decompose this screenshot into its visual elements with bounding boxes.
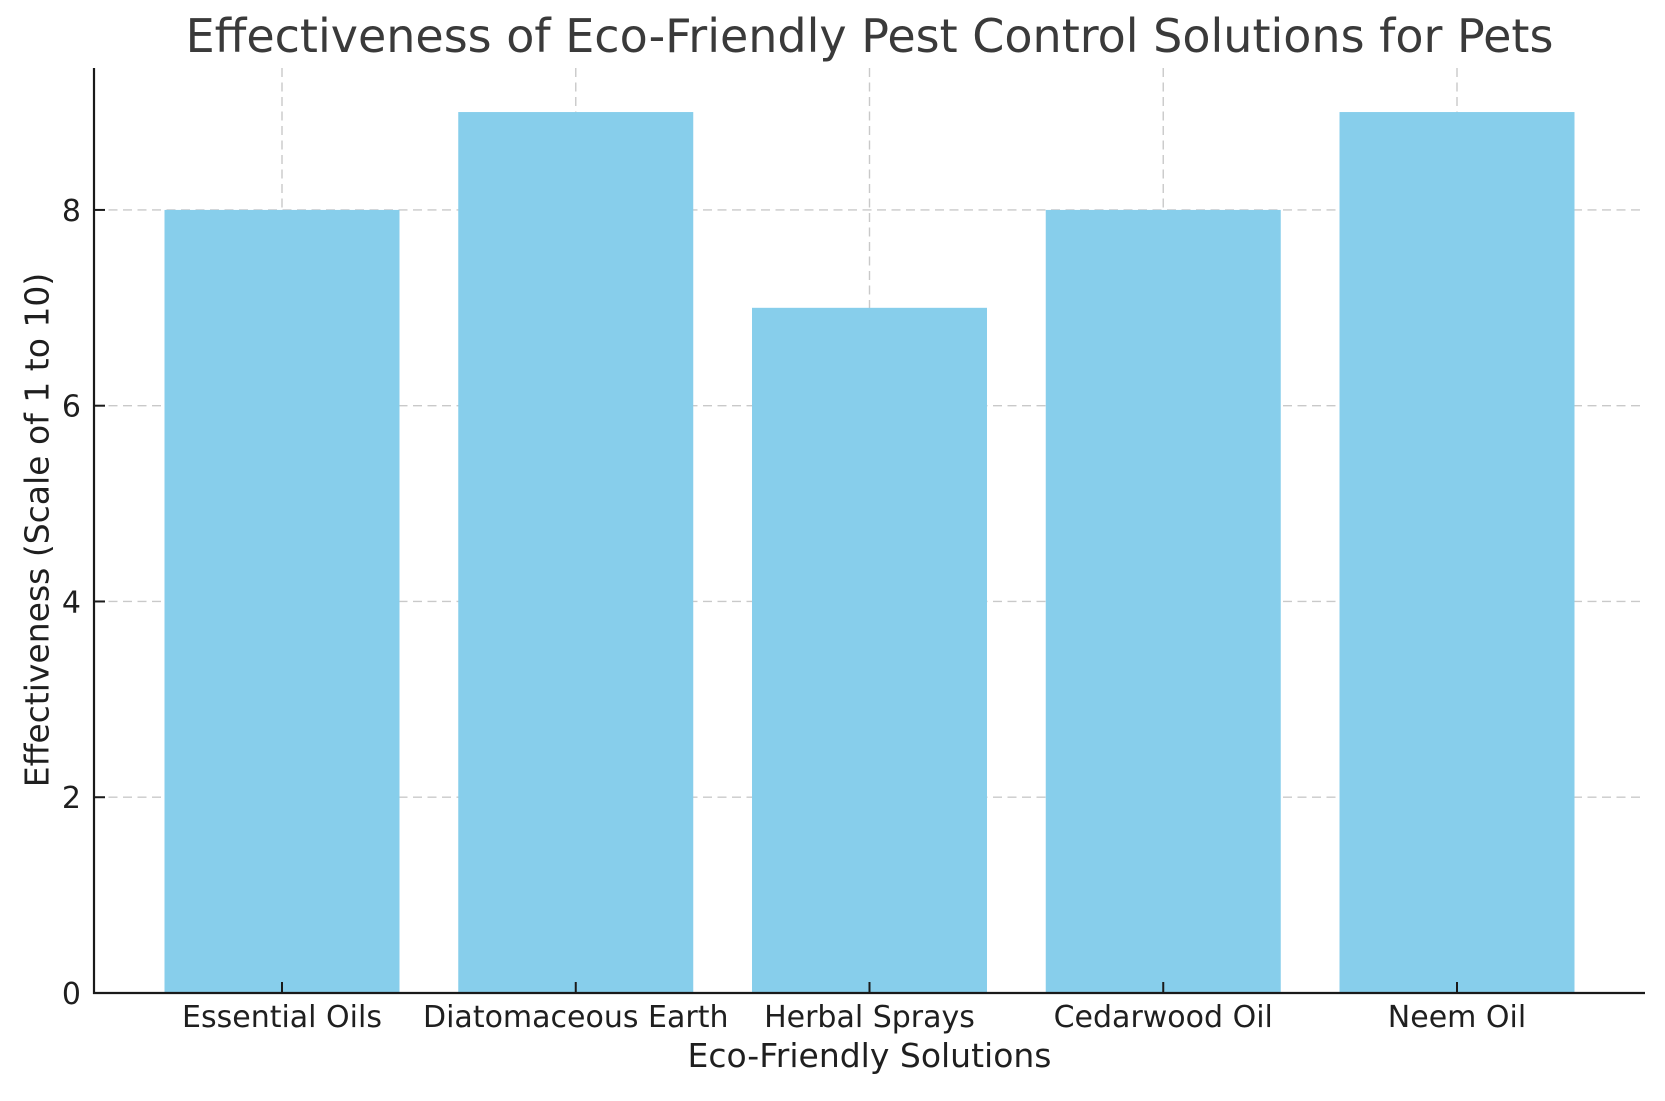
y-tick-label: 4	[62, 585, 81, 620]
x-tick-label: Herbal Sprays	[764, 1000, 975, 1035]
x-tick-label: Cedarwood Oil	[1054, 1000, 1273, 1035]
y-tick-label: 8	[62, 194, 81, 229]
bar	[164, 209, 400, 993]
x-tick-label: Neem Oil	[1388, 1000, 1526, 1035]
bar	[1339, 112, 1575, 994]
chart-title: Effectiveness of Eco-Friendly Pest Contr…	[185, 9, 1554, 63]
x-axis-label: Eco-Friendly Solutions	[687, 1036, 1052, 1075]
bar	[752, 307, 987, 993]
bar	[1045, 209, 1281, 993]
y-tick-label: 0	[62, 977, 81, 1012]
x-tick-label: Diatomaceous Earth	[423, 1000, 728, 1035]
x-tick-label: Essential Oils	[182, 1000, 382, 1035]
bar	[458, 112, 694, 994]
y-tick-label: 2	[62, 781, 81, 816]
y-tick-label: 6	[62, 390, 81, 425]
